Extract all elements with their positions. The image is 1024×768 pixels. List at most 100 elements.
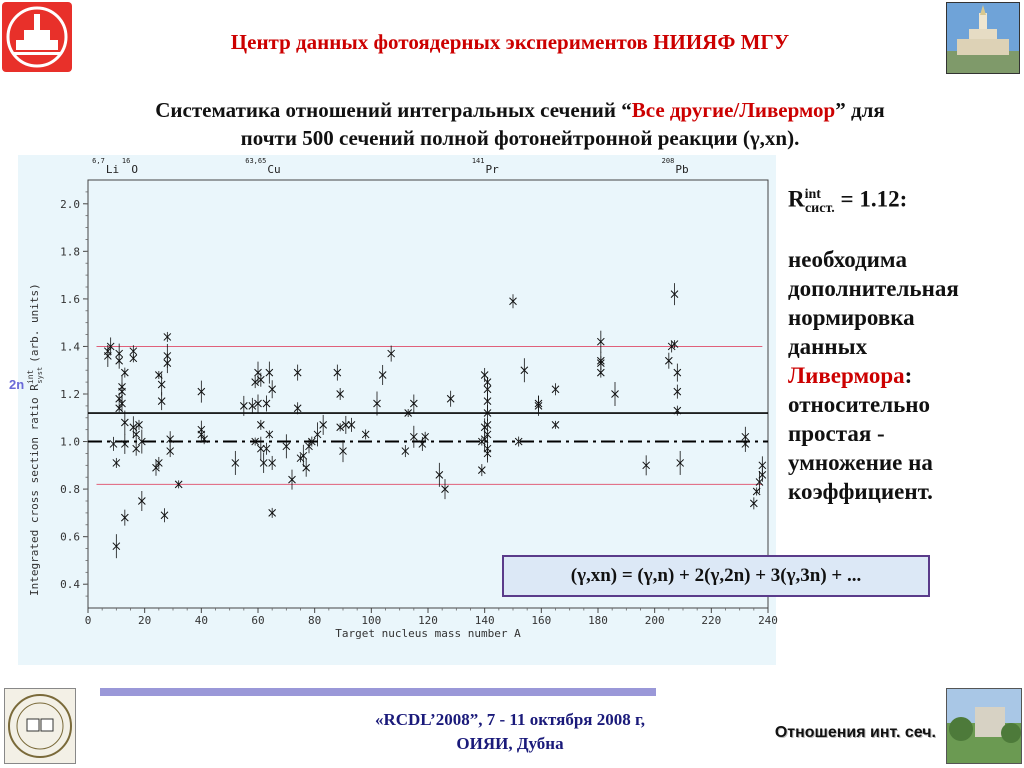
data-point-112 (596, 367, 605, 378)
university-building-icon (6, 6, 68, 68)
data-point-69 (319, 414, 328, 435)
data-point-70 (333, 364, 342, 381)
msu-logo (2, 2, 72, 72)
data-point-88 (446, 390, 455, 407)
data-point-59 (282, 434, 291, 459)
y-tick-label-1: 0.6 (60, 531, 80, 544)
y-axis-label-sub: syst (36, 367, 44, 384)
data-point-29 (157, 392, 166, 411)
data-point-22 (135, 419, 143, 430)
data-point-72 (336, 423, 345, 432)
x-tick-label-80: 80 (308, 614, 321, 627)
conclusion-line-2: дополнительная (788, 276, 959, 302)
nuclide-label-O: O (131, 163, 138, 176)
data-point-124 (741, 435, 750, 452)
data-point-99 (483, 430, 492, 439)
data-point-52 (262, 395, 271, 412)
data-point-40 (200, 434, 209, 445)
data-point-62 (293, 402, 302, 415)
data-point-108 (551, 420, 560, 429)
data-point-7 (115, 352, 124, 369)
y-tick-label-2: 0.8 (60, 483, 80, 496)
data-point-66 (305, 439, 313, 454)
data-point-71 (336, 388, 345, 400)
subtitle-highlight: Все другие/Ливермор (631, 98, 836, 122)
data-point-107 (551, 383, 560, 396)
data-point-77 (373, 391, 381, 416)
data-point-14 (120, 410, 129, 435)
main-building-icon (947, 5, 1019, 73)
data-point-78 (378, 364, 387, 385)
conclusion-panel: Rintсист. = 1.12: необходима дополнитель… (788, 180, 1020, 506)
data-point-3 (109, 436, 118, 451)
data-point-21 (132, 441, 141, 456)
conclusion-line-4: данных (788, 334, 868, 360)
conclusion-line-6: относительно (788, 392, 931, 418)
data-point-41 (231, 450, 240, 475)
x-axis-label: Target nucleus mass number A (335, 627, 521, 640)
reaction-formula: (γ,xn) = (γ,n) + 2(γ,2n) + 3(γ,3n) + ... (502, 555, 930, 597)
conclusion-line-7: простая - (788, 421, 885, 447)
nuclide-mass-Pb: 208 (662, 157, 675, 165)
data-point-68 (313, 422, 322, 447)
data-point-13 (120, 367, 129, 378)
y-axis-label-tail: (arb. units) (28, 283, 41, 362)
data-point-24 (137, 491, 146, 511)
x-tick-label-200: 200 (645, 614, 665, 627)
data-point-76 (361, 429, 370, 440)
data-point-50 (256, 436, 265, 461)
jinr-photo (946, 688, 1022, 764)
data-point-101 (483, 444, 492, 463)
x-tick-label-100: 100 (361, 614, 381, 627)
x-tick-label-0: 0 (85, 614, 92, 627)
nuclide-mass-Cu: 63,65 (245, 157, 266, 165)
data-point-49 (256, 419, 265, 430)
campus-photo-icon (947, 689, 1021, 763)
data-point-127 (755, 470, 764, 493)
data-point-43 (248, 397, 257, 414)
data-point-60 (288, 469, 296, 490)
data-point-75 (347, 417, 356, 432)
data-point-36 (174, 480, 183, 489)
y-tick-label-7: 1.8 (60, 245, 80, 258)
reference-lines (88, 345, 768, 485)
data-point-44 (251, 376, 260, 389)
data-point-115 (664, 352, 673, 369)
data-point-85 (421, 431, 430, 442)
nuclide-label-Li: Li (106, 163, 119, 176)
data-point-55 (265, 361, 274, 384)
data-point-31 (163, 331, 172, 342)
y-tick-label-4: 1.2 (60, 388, 80, 401)
data-point-42 (239, 395, 248, 416)
x-tick-label-240: 240 (758, 614, 778, 627)
slide-subtitle: Систематика отношений интегральных сечен… (40, 96, 1000, 152)
data-point-54 (265, 430, 274, 439)
data-points (103, 283, 767, 559)
data-point-81 (404, 409, 413, 418)
conclusion-line-5: Ливермора: (788, 361, 1020, 390)
side-mark: 2n (9, 377, 25, 392)
data-point-102 (509, 294, 517, 309)
data-point-5 (112, 534, 121, 559)
data-point-16 (120, 509, 129, 526)
livermore-colon: : (904, 363, 913, 389)
x-tick-label-120: 120 (418, 614, 438, 627)
data-point-28 (157, 373, 166, 396)
data-point-61 (293, 364, 302, 381)
data-point-33 (163, 353, 172, 374)
data-point-9 (115, 404, 124, 413)
data-point-51 (259, 452, 268, 473)
rcdl-emblem-icon (8, 694, 72, 758)
data-point-46 (254, 361, 262, 384)
data-point-89 (477, 464, 486, 477)
nuclide-label-Pb: Pb (675, 163, 688, 176)
data-point-47 (254, 394, 262, 413)
data-point-73 (339, 440, 347, 463)
y-tick-label-0: 0.4 (60, 578, 80, 591)
nuclide-label-Cu: Cu (267, 163, 280, 176)
data-point-109 (596, 330, 605, 353)
r-value: = 1.12: (834, 186, 908, 212)
data-point-97 (483, 405, 492, 422)
